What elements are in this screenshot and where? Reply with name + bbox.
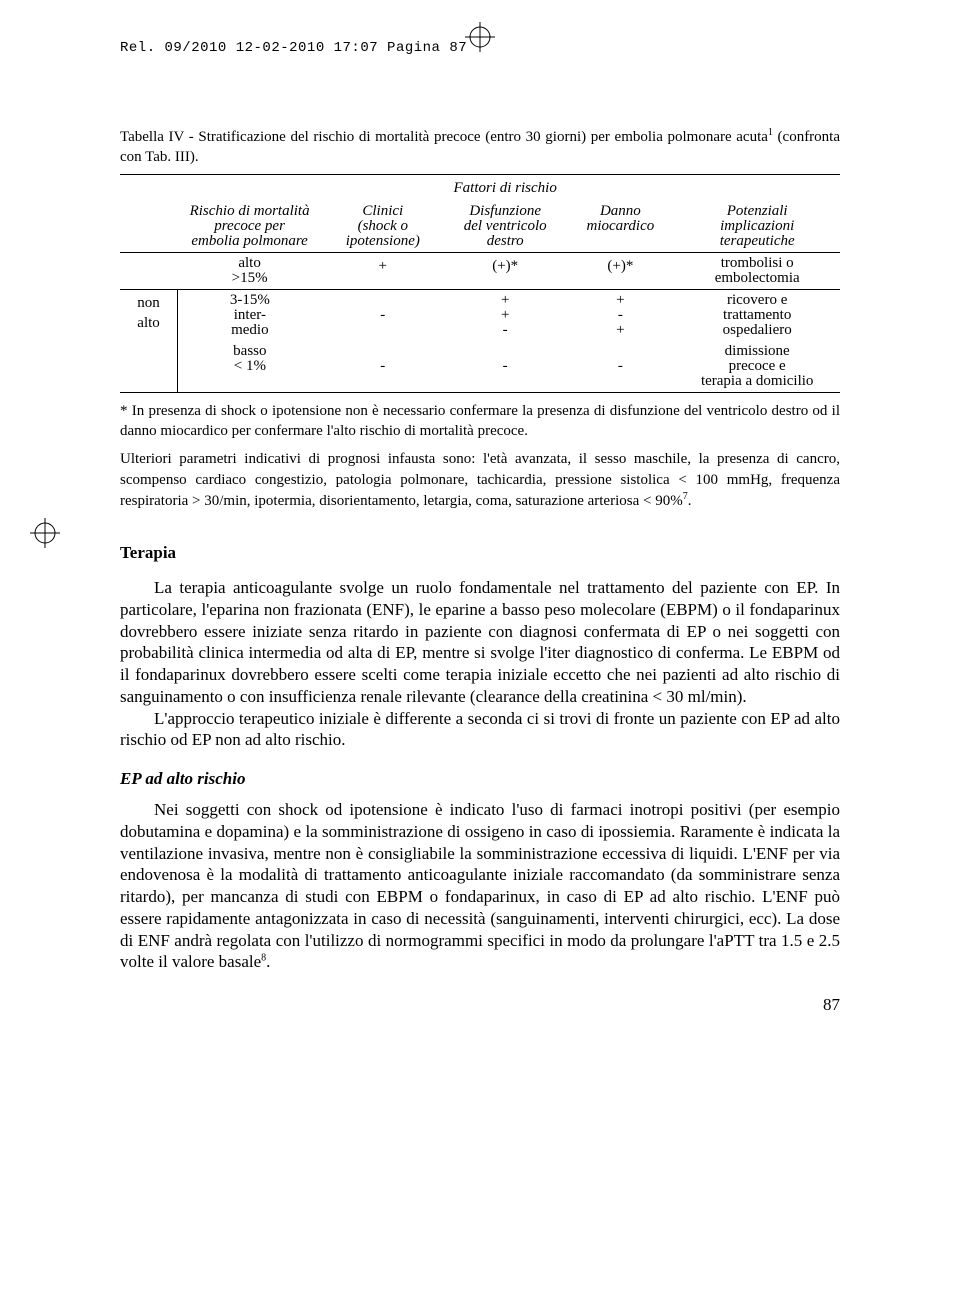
section-title-terapia: Terapia xyxy=(120,543,840,563)
th1a: Clinici xyxy=(362,203,403,219)
basso-c3: - xyxy=(566,341,674,393)
th-col2: Disfunzione del ventricolo destro xyxy=(444,201,566,253)
basso-c2: - xyxy=(444,341,566,393)
para3-end: . xyxy=(266,952,270,971)
int-c3c: + xyxy=(616,322,624,338)
th-col1: Clinici (shock o ipotensione) xyxy=(322,201,444,253)
th2a: Disfunzione xyxy=(469,203,541,219)
alto-out1: trombolisi o xyxy=(721,255,794,271)
basso-out: dimissione precoce e terapia a domicilio xyxy=(674,341,840,393)
footnote-1: * In presenza di shock o ipotensione non… xyxy=(120,401,840,442)
para-2: L'approccio terapeutico iniziale è diffe… xyxy=(120,708,840,752)
th-col3: Danno miocardico xyxy=(566,201,674,253)
int-l2: inter- xyxy=(234,307,266,323)
th-fattori: Fattori di rischio xyxy=(444,174,566,201)
alto-c2: (+)* xyxy=(444,252,566,289)
th1b: (shock o xyxy=(358,218,408,234)
int-out2: trattamento xyxy=(723,307,791,323)
int-l1: 3-15% xyxy=(230,292,270,308)
para-3: Nei soggetti con shock od ipotensione è … xyxy=(120,799,840,973)
th4c: terapeutiche xyxy=(720,233,795,249)
int-c3a: + xyxy=(616,292,624,308)
crop-mark-top-icon xyxy=(465,22,495,52)
th4b: implicazioni xyxy=(720,218,794,234)
crop-mark-left-icon xyxy=(30,518,60,548)
int-c3b: - xyxy=(618,307,623,323)
basso-l1: basso xyxy=(233,343,266,359)
alto-out: trombolisi o embolectomia xyxy=(674,252,840,289)
th3b: miocardico xyxy=(586,218,654,234)
int-c2b: + xyxy=(501,307,509,323)
th0b: precoce per xyxy=(214,218,285,234)
para3-text: Nei soggetti con shock od ipotensione è … xyxy=(120,800,840,971)
basso-l2: < 1% xyxy=(234,358,266,374)
int-out3: ospedaliero xyxy=(723,322,792,338)
footnote2-end: . xyxy=(688,493,692,509)
caption-body: - Stratificazione del rischio di mortali… xyxy=(184,129,768,145)
th2b: del ventricolo xyxy=(464,218,547,234)
int-out: ricovero e trattamento ospedaliero xyxy=(674,289,840,341)
basso-c1: - xyxy=(322,341,444,393)
risk-table: Fattori di rischio Rischio di mortalità … xyxy=(120,174,840,393)
th3a: Danno xyxy=(600,203,641,219)
alto-out2: embolectomia xyxy=(715,270,800,286)
basso-out1: dimissione xyxy=(725,343,790,359)
int-l3: medio xyxy=(231,322,269,338)
page-number: 87 xyxy=(120,995,840,1015)
basso-out3: terapia a domicilio xyxy=(701,373,813,389)
footnote-2: Ulteriori parametri indicativi di progno… xyxy=(120,449,840,511)
th2c: destro xyxy=(487,233,524,249)
alto-label: alto xyxy=(238,255,261,271)
row-alto-label: alto >15% xyxy=(178,252,322,289)
row-int-label: 3-15% inter- medio xyxy=(178,289,322,341)
nonalto-label: nonalto xyxy=(120,289,178,392)
footnote2-text: Ulteriori parametri indicativi di progno… xyxy=(120,451,840,509)
int-c2: + + - xyxy=(444,289,566,341)
th4a: Potenziali xyxy=(727,203,788,219)
th0a: Rischio di mortalità xyxy=(190,203,310,219)
int-c1: - xyxy=(322,289,444,341)
basso-out2: precoce e xyxy=(729,358,786,374)
int-c2a: + xyxy=(501,292,509,308)
subhead-ep-alto: EP ad alto rischio xyxy=(120,769,840,789)
th-col0: Rischio di mortalità precoce per embolia… xyxy=(178,201,322,253)
caption-prefix: Tabella IV xyxy=(120,129,184,145)
th1c: ipotensione) xyxy=(346,233,420,249)
row-basso-label: basso < 1% xyxy=(178,341,322,393)
int-out1: ricovero e xyxy=(727,292,787,308)
th0c: embolia polmonare xyxy=(191,233,308,249)
alto-c3: (+)* xyxy=(566,252,674,289)
int-c3: + - + xyxy=(566,289,674,341)
th-col4: Potenziali implicazioni terapeutiche xyxy=(674,201,840,253)
int-c2c: - xyxy=(503,322,508,338)
para-1: La terapia anticoagulante svolge un ruol… xyxy=(120,577,840,708)
alto-pct: >15% xyxy=(232,270,268,286)
alto-c1: + xyxy=(322,252,444,289)
table-caption: Tabella IV - Stratificazione del rischio… xyxy=(120,126,840,168)
